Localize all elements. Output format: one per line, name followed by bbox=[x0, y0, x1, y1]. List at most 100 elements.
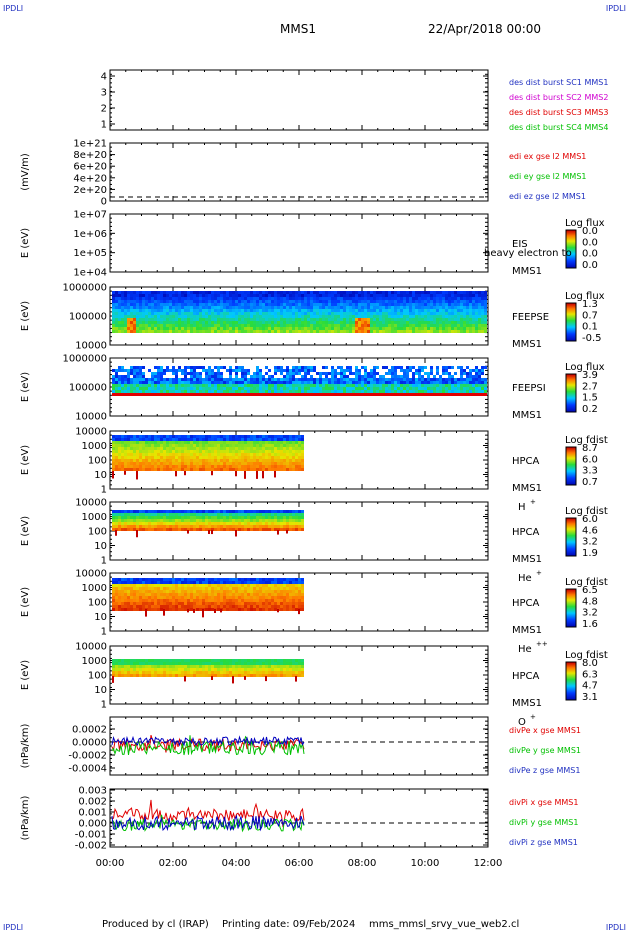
spectrogram-cell bbox=[247, 516, 250, 519]
spectrogram-cell bbox=[340, 393, 343, 396]
spectrogram-cell bbox=[181, 528, 184, 531]
spectrogram-cell bbox=[148, 387, 151, 390]
spectrogram-cell bbox=[232, 447, 235, 450]
spectrogram-cell bbox=[217, 300, 220, 303]
spectrogram-cell bbox=[145, 318, 148, 321]
spectrogram-cell bbox=[286, 444, 289, 447]
spectrogram-cell bbox=[136, 519, 139, 522]
spectrogram-cell bbox=[394, 366, 397, 369]
spectrogram-cell bbox=[196, 459, 199, 462]
spectrogram-cell bbox=[373, 315, 376, 318]
spectrogram-cell bbox=[229, 513, 232, 516]
spectrogram-cell bbox=[376, 390, 379, 393]
spectrogram-cell bbox=[328, 321, 331, 324]
spectrogram-cell bbox=[139, 528, 142, 531]
spectrogram-cell bbox=[178, 300, 181, 303]
spectrogram-cell bbox=[163, 378, 166, 381]
spectrogram-cell bbox=[235, 303, 238, 306]
spectrogram-cell bbox=[337, 381, 340, 384]
spectrogram-cell bbox=[166, 438, 169, 441]
spectrogram-cell bbox=[154, 450, 157, 453]
colorbar-title: Log flux bbox=[565, 291, 605, 302]
spectrogram-cell bbox=[364, 294, 367, 297]
y-tick-label: 0 bbox=[101, 197, 107, 208]
spectrogram-cell bbox=[307, 330, 310, 333]
spectrogram-cell bbox=[247, 525, 250, 528]
spectrogram-cell bbox=[202, 384, 205, 387]
spectrogram-cell bbox=[253, 294, 256, 297]
spectrogram-cell bbox=[193, 525, 196, 528]
spectrogram-cell bbox=[424, 378, 427, 381]
colorbar-step bbox=[566, 335, 576, 337]
spectrogram-cell bbox=[460, 303, 463, 306]
spectrogram-cell bbox=[271, 321, 274, 324]
panel-frame bbox=[109, 142, 489, 202]
spectrogram-cell bbox=[241, 303, 244, 306]
spectrogram-cell bbox=[271, 435, 274, 438]
spectrogram-cell bbox=[466, 387, 469, 390]
spectrogram-cell bbox=[466, 297, 469, 300]
spectrogram-cell bbox=[427, 300, 430, 303]
spectrogram-cell bbox=[244, 315, 247, 318]
spectrogram-cell bbox=[325, 297, 328, 300]
colorbar-step bbox=[566, 404, 576, 406]
spectrogram-cell bbox=[205, 306, 208, 309]
spectrogram-cell bbox=[421, 306, 424, 309]
colorbar-step bbox=[566, 241, 576, 243]
spectrogram-cell bbox=[271, 528, 274, 531]
spectrogram-cell bbox=[436, 315, 439, 318]
colorbar-step bbox=[566, 331, 576, 333]
spectrogram-cell bbox=[259, 324, 262, 327]
spectrogram-cell bbox=[217, 291, 220, 294]
spectrogram-cell bbox=[304, 330, 307, 333]
spectrogram-cell bbox=[454, 291, 457, 294]
spectrogram-cell bbox=[466, 381, 469, 384]
spectrogram-cell bbox=[451, 378, 454, 381]
spectrogram-cell bbox=[139, 465, 142, 468]
spectrogram-cell bbox=[439, 321, 442, 324]
spectrogram-cell bbox=[433, 309, 436, 312]
spectrogram-cell bbox=[421, 375, 424, 378]
spectrogram-cell bbox=[169, 435, 172, 438]
spectrogram-cell bbox=[241, 324, 244, 327]
spectrogram-cell bbox=[133, 369, 136, 372]
spectrogram-cell bbox=[211, 453, 214, 456]
spectrogram-cell bbox=[481, 291, 484, 294]
spectrogram-cell bbox=[127, 462, 130, 465]
spectrogram-cell bbox=[175, 528, 178, 531]
spectrogram-cell bbox=[196, 381, 199, 384]
spectrogram-cell bbox=[220, 465, 223, 468]
spectrogram-cell bbox=[295, 435, 298, 438]
spectrogram-cell bbox=[457, 312, 460, 315]
spectrogram-cell bbox=[157, 441, 160, 444]
spectrogram-cell bbox=[271, 393, 274, 396]
spectrogram-cell bbox=[121, 513, 124, 516]
spectrogram-cell bbox=[421, 378, 424, 381]
spectrogram-cell bbox=[451, 324, 454, 327]
spectrogram-cell bbox=[229, 378, 232, 381]
spectrogram-cell bbox=[145, 303, 148, 306]
spectrogram-cell bbox=[295, 303, 298, 306]
spectrogram-cell bbox=[127, 465, 130, 468]
spectrogram-cell bbox=[307, 381, 310, 384]
spectrogram-cell bbox=[112, 519, 115, 522]
spectrogram-cell bbox=[163, 330, 166, 333]
spectrogram-cell bbox=[142, 450, 145, 453]
spectrogram-cell bbox=[334, 291, 337, 294]
spectrogram-cell bbox=[421, 321, 424, 324]
spectrogram-cell bbox=[400, 318, 403, 321]
spectrogram-cell bbox=[382, 306, 385, 309]
spectrogram-cell bbox=[139, 510, 142, 513]
spectrogram-cell bbox=[154, 462, 157, 465]
spectrogram-cell bbox=[304, 324, 307, 327]
legend-entry: des dist burst SC4 MMS4 bbox=[509, 123, 608, 132]
spectrogram-cell bbox=[430, 372, 433, 375]
spectrogram-cell bbox=[187, 435, 190, 438]
spectrogram-cell bbox=[334, 318, 337, 321]
spectrogram-cell bbox=[178, 510, 181, 513]
spectrogram-cell bbox=[259, 327, 262, 330]
spectrogram-cell bbox=[322, 294, 325, 297]
spectrogram-cell bbox=[262, 321, 265, 324]
spectrogram-cell bbox=[463, 297, 466, 300]
colorbar-step bbox=[566, 457, 576, 459]
